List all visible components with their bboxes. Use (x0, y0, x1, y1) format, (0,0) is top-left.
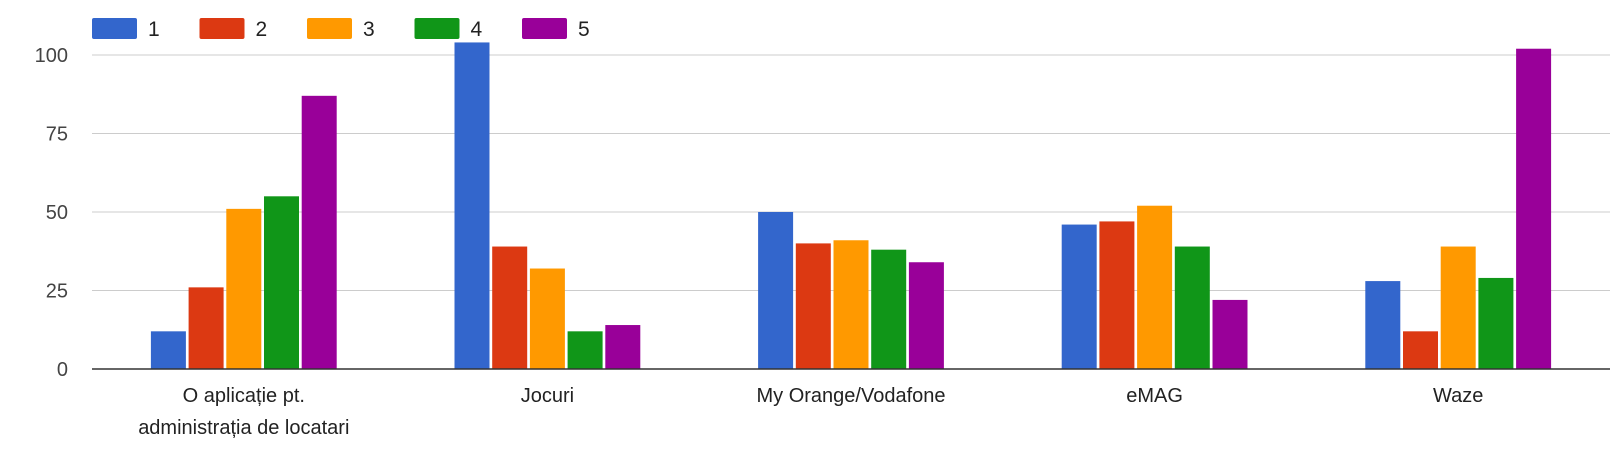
legend-label-2: 2 (256, 18, 268, 41)
bar-series-1-cat-1 (150, 331, 186, 369)
y-tick-label: 100 (35, 45, 68, 67)
legend-swatch-5 (522, 18, 567, 39)
legend-swatch-2 (199, 18, 245, 39)
legend: 1 2 3 4 5 (92, 18, 590, 41)
bar-series-1-cat-3 (758, 212, 794, 369)
y-tick-label: 50 (46, 202, 68, 224)
bar-series-4-cat-4 (1174, 246, 1210, 369)
bar-series-1-cat-4 (1061, 224, 1097, 369)
legend-swatch-4 (414, 18, 460, 39)
x-category-label: O aplicație pt. (183, 385, 305, 407)
x-category-label: administrația de locatari (138, 417, 349, 439)
bar-series-1-cat-5 (1365, 281, 1401, 369)
legend-label-3: 3 (363, 18, 375, 41)
bar-series-3-cat-4 (1137, 205, 1173, 369)
bars (150, 42, 1552, 369)
y-tick-label: 0 (57, 359, 68, 381)
bar-series-5-cat-1 (301, 95, 337, 369)
bar-series-3-cat-1 (226, 208, 262, 369)
bar-series-5-cat-5 (1516, 48, 1552, 369)
bar-series-2-cat-4 (1099, 221, 1135, 369)
bar-series-5-cat-4 (1212, 299, 1248, 369)
y-axis-ticks: 0 25 50 75 100 (35, 45, 68, 381)
legend-swatch-1 (92, 18, 137, 39)
bar-series-3-cat-2 (529, 268, 565, 369)
bar-series-2-cat-5 (1403, 331, 1438, 369)
bar-series-2-cat-1 (188, 287, 224, 369)
legend-label-1: 1 (148, 18, 160, 41)
bar-series-5-cat-2 (605, 325, 641, 369)
y-tick-label: 25 (46, 281, 68, 303)
legend-label-5: 5 (578, 18, 590, 41)
legend-swatch-3 (307, 18, 352, 39)
legend-label-4: 4 (471, 18, 483, 41)
x-category-label: eMAG (1126, 385, 1183, 407)
bar-series-3-cat-3 (833, 240, 869, 369)
bar-series-5-cat-3 (908, 262, 944, 369)
bar-series-4-cat-1 (264, 196, 299, 369)
x-category-label: Jocuri (521, 385, 574, 407)
y-tick-label: 75 (46, 124, 68, 146)
bar-series-1-cat-2 (454, 42, 490, 369)
bar-series-2-cat-2 (492, 246, 528, 369)
x-category-label: My Orange/Vodafone (756, 385, 945, 407)
x-category-label: Waze (1433, 385, 1483, 407)
bar-series-4-cat-5 (1478, 277, 1514, 369)
bar-series-3-cat-5 (1440, 246, 1476, 369)
x-axis-categories: O aplicație pt. administrația de locatari… (138, 385, 1483, 439)
bar-series-4-cat-2 (567, 331, 603, 369)
bar-series-4-cat-3 (871, 249, 907, 369)
bar-series-2-cat-3 (795, 243, 831, 369)
